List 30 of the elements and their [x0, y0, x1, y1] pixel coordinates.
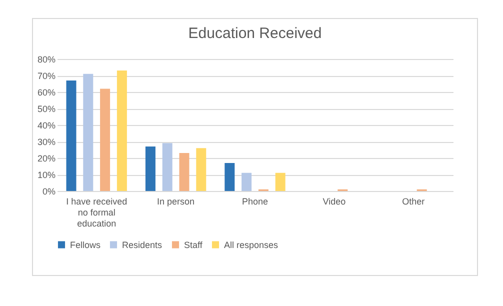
- y-tick-label: 10%: [37, 170, 56, 180]
- bar: [275, 172, 286, 191]
- bar: [83, 74, 94, 191]
- x-tick-label: Video: [322, 196, 346, 206]
- bar: [196, 148, 206, 191]
- bar: [179, 153, 190, 191]
- x-tick-label: Other: [402, 196, 425, 206]
- chart-title: Education Received: [188, 25, 322, 42]
- bar: [145, 146, 156, 191]
- bar: [162, 143, 172, 191]
- x-tick-label: I have received no formal education: [66, 196, 128, 228]
- y-tick-label: 30%: [37, 137, 56, 147]
- y-tick-label: 40%: [37, 120, 56, 130]
- bar: [224, 162, 235, 191]
- y-tick-label: 20%: [37, 154, 56, 164]
- y-tick-label: 50%: [37, 104, 56, 114]
- x-tick-label: In person: [157, 196, 195, 206]
- bar: [100, 88, 110, 191]
- legend-label: Staff: [184, 240, 203, 250]
- bar: [242, 172, 252, 191]
- y-tick-label: 60%: [37, 88, 56, 98]
- y-tick-label: 0%: [42, 186, 56, 196]
- legend-label: Fellows: [70, 240, 102, 250]
- legend-label: Residents: [122, 240, 163, 250]
- bar: [66, 80, 76, 191]
- y-tick-label: 70%: [37, 71, 56, 81]
- y-tick-label: 80%: [37, 54, 56, 64]
- bar: [116, 70, 127, 191]
- x-tick-label: Phone: [242, 196, 268, 206]
- legend-label: All responses: [224, 240, 279, 250]
